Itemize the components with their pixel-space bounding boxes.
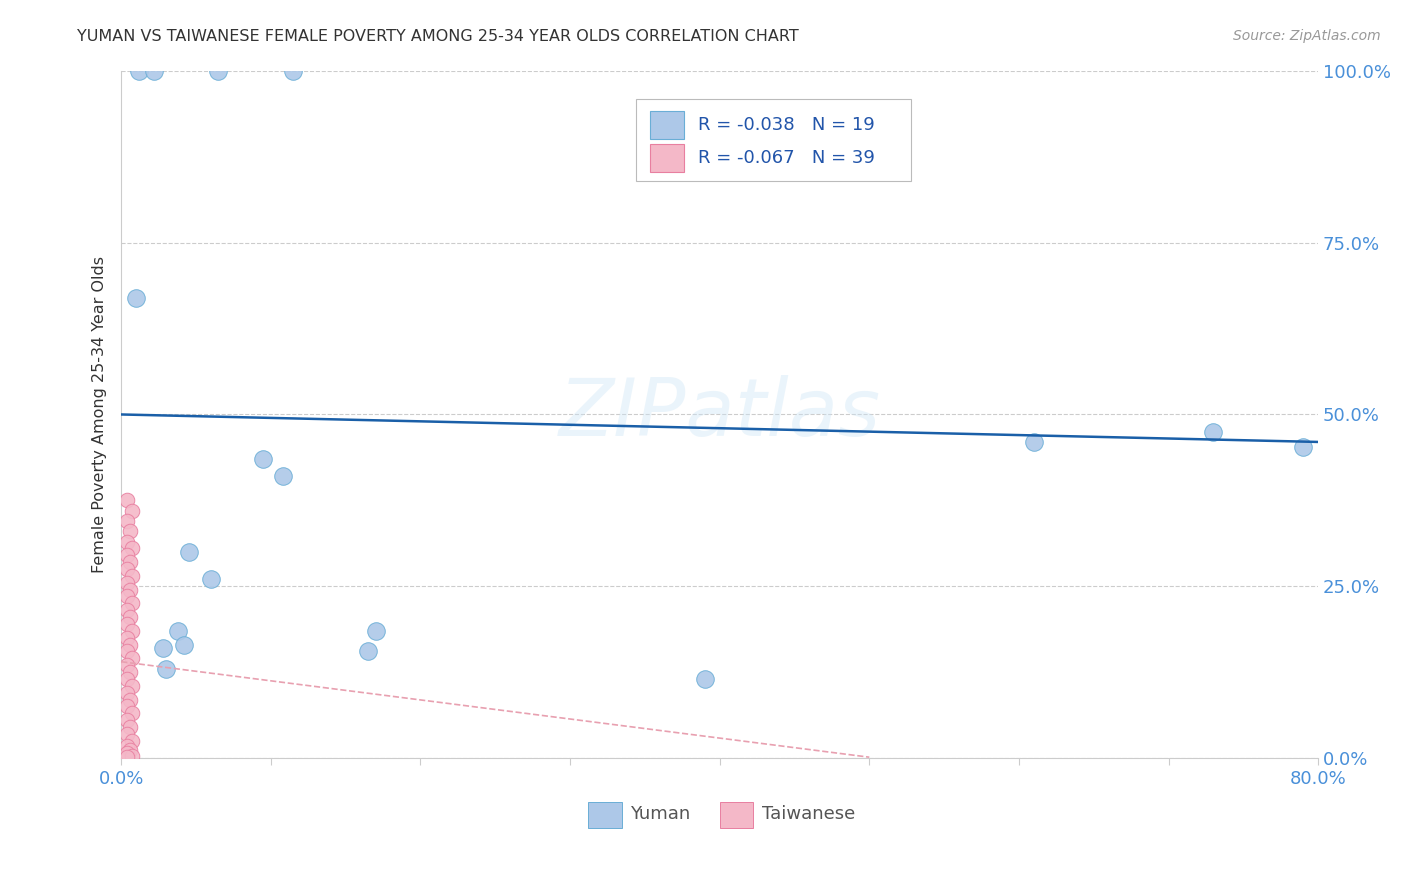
Point	[115, 493, 138, 508]
Point	[121, 651, 143, 665]
Point	[115, 562, 138, 576]
Point	[115, 616, 138, 631]
Point	[1202, 425, 1225, 439]
FancyBboxPatch shape	[588, 802, 621, 828]
Point	[115, 534, 138, 549]
Point	[121, 569, 143, 583]
Point	[173, 638, 195, 652]
FancyBboxPatch shape	[650, 112, 683, 138]
Point	[115, 548, 138, 562]
Point	[120, 742, 142, 756]
Point	[115, 746, 138, 760]
Point	[177, 545, 200, 559]
Point	[207, 64, 229, 78]
Point	[115, 658, 138, 673]
Point	[120, 524, 142, 539]
Text: Yuman: Yuman	[630, 805, 690, 823]
Point	[271, 469, 294, 483]
Point	[115, 603, 138, 617]
Point	[125, 291, 148, 305]
Point	[155, 662, 177, 676]
Point	[128, 64, 150, 78]
FancyBboxPatch shape	[720, 802, 754, 828]
Text: Source: ZipAtlas.com: Source: ZipAtlas.com	[1233, 29, 1381, 43]
Point	[121, 706, 143, 721]
Point	[1022, 434, 1045, 449]
Point	[120, 720, 142, 734]
Y-axis label: Female Poverty Among 25-34 Year Olds: Female Poverty Among 25-34 Year Olds	[93, 256, 107, 573]
Point	[120, 665, 142, 679]
Point	[357, 644, 380, 658]
Text: YUMAN VS TAIWANESE FEMALE POVERTY AMONG 25-34 YEAR OLDS CORRELATION CHART: YUMAN VS TAIWANESE FEMALE POVERTY AMONG …	[77, 29, 799, 44]
Point	[283, 64, 305, 78]
Point	[120, 582, 142, 597]
Point	[115, 739, 138, 753]
Point	[115, 713, 138, 727]
Text: ZIPatlas: ZIPatlas	[558, 376, 880, 453]
Point	[121, 733, 143, 747]
Point	[364, 624, 387, 638]
Point	[120, 555, 142, 569]
Point	[115, 672, 138, 686]
Point	[115, 727, 138, 741]
Point	[693, 672, 716, 686]
Point	[143, 64, 166, 78]
Point	[115, 631, 138, 645]
FancyBboxPatch shape	[650, 145, 683, 171]
Point	[115, 514, 138, 528]
Point	[121, 679, 143, 693]
Text: R = -0.067   N = 39: R = -0.067 N = 39	[699, 149, 875, 167]
Point	[115, 750, 138, 764]
Point	[121, 596, 143, 610]
Point	[1292, 441, 1315, 455]
Point	[121, 503, 143, 517]
Point	[167, 624, 190, 638]
Point	[121, 541, 143, 556]
Text: R = -0.038   N = 19: R = -0.038 N = 19	[699, 116, 875, 134]
Point	[115, 699, 138, 714]
FancyBboxPatch shape	[636, 98, 911, 181]
Point	[115, 685, 138, 699]
Point	[115, 590, 138, 604]
Point	[115, 575, 138, 590]
Point	[200, 572, 222, 586]
Point	[121, 748, 143, 763]
Point	[115, 644, 138, 658]
Point	[152, 640, 174, 655]
Point	[121, 624, 143, 638]
Point	[252, 452, 274, 467]
Text: Taiwanese: Taiwanese	[762, 805, 855, 823]
Point	[120, 610, 142, 624]
Point	[120, 692, 142, 706]
Point	[120, 638, 142, 652]
